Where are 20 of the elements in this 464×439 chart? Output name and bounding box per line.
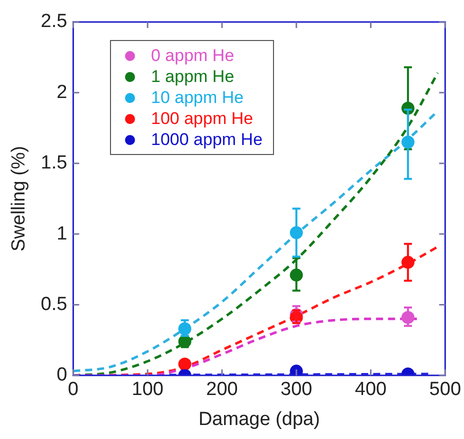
line-series [73,318,418,376]
y-tick-label: 0 [56,364,68,386]
x-tick-label: 500 [429,379,461,400]
legend-label: 100 appm He [151,108,254,129]
legend-label: 1 appm He [151,66,234,87]
x-tick-label: 200 [206,379,238,400]
point [290,364,303,376]
legend-label: 10 appm He [151,87,244,108]
y-tick-label: 0.5 [40,294,68,315]
y-tick-label: 1 [56,223,68,244]
legend-label: 1000 appm He [151,129,263,150]
legend-label: 0 appm He [151,45,234,66]
x-tick-label: 300 [280,379,312,400]
x-axis-title: Damage (dpa) [198,408,320,430]
y-axis-title: Swelling (%) [8,146,30,252]
x-tick-label: 400 [354,379,387,400]
y-tick-label: 1.5 [40,152,68,174]
x-tick-label: 100 [132,379,164,400]
y-tick-label: 2 [56,82,68,103]
y-tick-label: 2.5 [40,11,68,32]
